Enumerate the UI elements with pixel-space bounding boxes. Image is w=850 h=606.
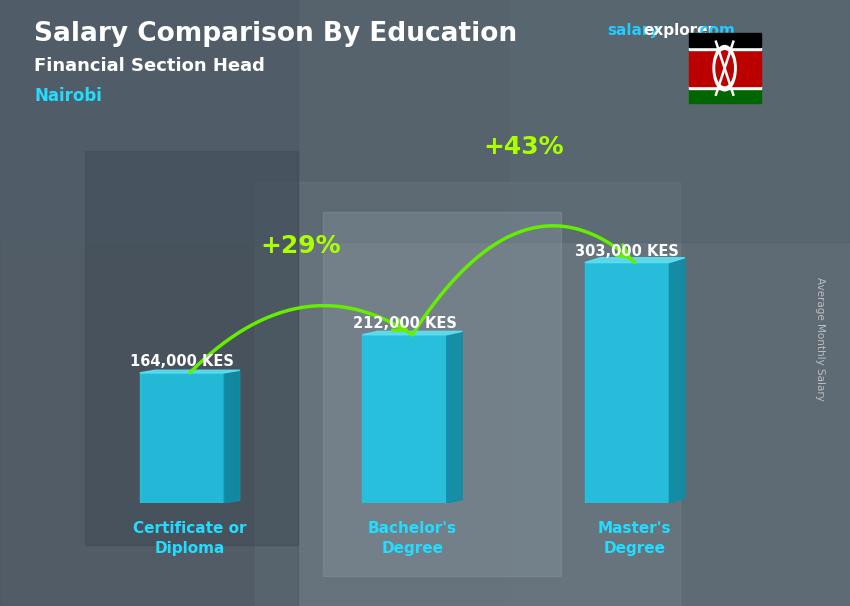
Text: Salary Comparison By Education: Salary Comparison By Education <box>34 21 517 47</box>
Text: Average Monthly Salary: Average Monthly Salary <box>815 278 825 401</box>
Bar <box>585 262 669 503</box>
Text: Bachelor's
Degree: Bachelor's Degree <box>368 521 456 556</box>
Text: Financial Section Head: Financial Section Head <box>34 57 265 75</box>
Text: Master's
Degree: Master's Degree <box>598 521 672 556</box>
Bar <box>255 182 680 606</box>
Bar <box>0 0 850 242</box>
Polygon shape <box>362 331 462 335</box>
Text: Nairobi: Nairobi <box>34 87 102 105</box>
Text: 303,000 KES: 303,000 KES <box>575 244 679 259</box>
Text: +29%: +29% <box>261 234 342 258</box>
Ellipse shape <box>716 51 734 85</box>
Bar <box>85 152 298 545</box>
Bar <box>688 89 761 103</box>
Bar <box>362 335 447 503</box>
Ellipse shape <box>713 45 736 91</box>
Bar <box>688 47 761 50</box>
Text: 164,000 KES: 164,000 KES <box>130 354 234 369</box>
Text: 212,000 KES: 212,000 KES <box>353 316 456 331</box>
Text: Certificate or
Diploma: Certificate or Diploma <box>133 521 246 556</box>
Text: salary: salary <box>608 23 660 38</box>
Text: +43%: +43% <box>483 135 564 159</box>
Polygon shape <box>139 370 240 373</box>
Polygon shape <box>447 331 462 503</box>
Bar <box>688 33 761 47</box>
Text: explorer: explorer <box>643 23 716 38</box>
Bar <box>323 212 561 576</box>
Polygon shape <box>224 370 240 503</box>
Bar <box>139 373 224 503</box>
Bar <box>510 0 850 606</box>
Bar <box>0 0 298 606</box>
Polygon shape <box>585 258 685 262</box>
Bar <box>688 86 761 89</box>
Text: .com: .com <box>694 23 735 38</box>
Polygon shape <box>669 258 685 503</box>
Bar <box>688 50 761 86</box>
